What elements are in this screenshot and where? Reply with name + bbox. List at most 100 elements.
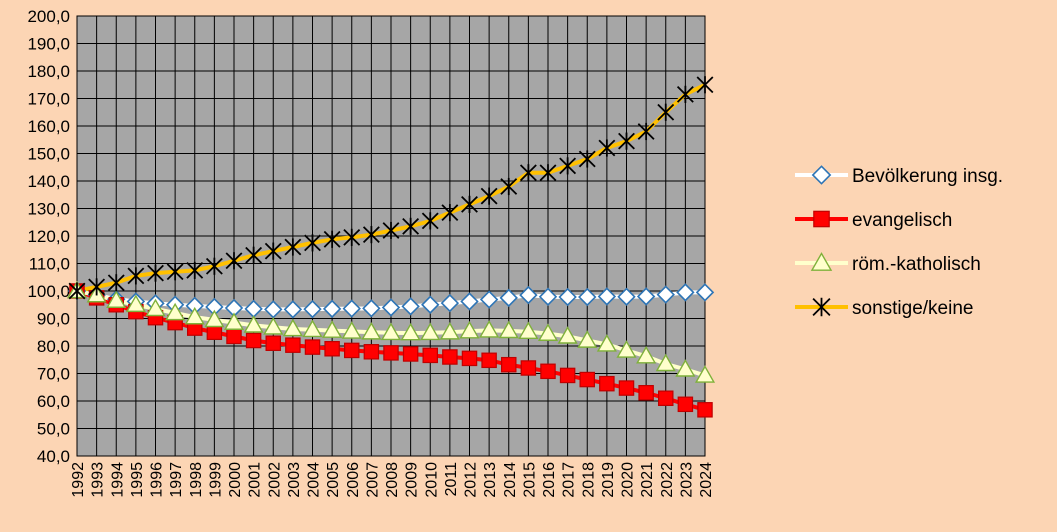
triangle-marker [557,326,578,344]
square-marker [206,324,223,341]
data-point [461,195,478,213]
legend-label: Bevölkerung insg. [852,166,1003,187]
data-point [204,309,225,328]
y-tick-label: 70,0 [37,365,70,384]
data-point [420,322,441,341]
data-point [637,122,655,141]
triangle-marker [518,321,539,340]
x-tick-label: 2011 [443,462,460,497]
x-tick-label: 2019 [600,462,617,498]
triangle-marker [243,315,264,333]
diamond-marker [597,287,617,306]
diamond-marker [401,297,420,316]
data-point [441,204,459,222]
x-tick-label: 1994 [109,462,126,498]
x-tick-label: 2006 [345,462,362,498]
triangle-marker [380,322,402,341]
data-point [304,234,321,252]
data-point [696,76,714,94]
square-marker [813,210,830,228]
x-tick-label: 2018 [580,462,597,498]
data-point [166,263,184,281]
data-point [302,319,323,338]
square-marker [304,339,321,355]
x-axis-tick-labels: 1992 1993 1994 1995 1996 1997 1998 1999 2000 2001… [70,462,715,498]
y-tick-label: 100,0 [27,282,70,301]
data-point [382,221,400,240]
legend: Bevölkerung insg. evangelisch röm.-katholi… [795,165,1003,319]
triangle-marker [596,334,617,352]
legend-item: röm.-katholisch [795,252,981,275]
y-tick-label: 50,0 [37,420,70,439]
triangle-marker [204,309,225,328]
data-point [694,365,716,383]
square-marker [520,360,537,376]
data-point [579,371,595,388]
x-tick-label: 2002 [266,462,283,498]
diamond-marker [676,283,695,302]
x-tick-label: 2001 [247,462,264,498]
square-marker [618,380,635,396]
triangle-marker [145,298,166,317]
diamond-marker [558,287,577,307]
data-point [402,346,419,362]
legend-item: sonstige/keine [795,297,973,319]
data-point [401,297,420,316]
y-tick-label: 160,0 [27,117,70,136]
data-point [538,287,558,306]
square-marker [383,345,399,361]
data-point [226,328,242,345]
data-point [810,252,833,271]
data-point [283,300,303,319]
data-point [400,322,421,341]
triangle-marker [420,322,441,341]
y-tick-label: 190,0 [27,35,70,54]
data-point [343,228,361,246]
data-point [88,278,106,296]
diamond-marker [283,300,303,319]
data-point [442,349,458,365]
diamond-marker [695,283,715,302]
x-tick-label: 2017 [561,462,578,498]
data-point [223,312,245,330]
x-tick-label: 2004 [306,462,323,498]
x-tick-label: 2008 [384,462,401,498]
square-marker [579,371,595,388]
data-point [539,164,557,182]
data-point [520,360,537,376]
data-point [304,339,321,355]
x-tick-label: 1996 [149,462,166,498]
diamond-marker [479,290,499,309]
square-marker [657,390,674,407]
x-tick-label: 2015 [521,462,538,498]
x-tick-label: 1993 [90,462,107,498]
data-point [558,287,577,307]
square-marker [285,337,301,353]
data-point [186,261,204,279]
data-point [322,320,343,338]
data-point [480,187,498,205]
data-point [813,210,830,228]
data-point [618,380,635,396]
legend-label: evangelisch [852,210,952,231]
data-point [638,385,654,401]
square-marker [442,349,458,365]
x-tick-label: 2009 [404,462,421,498]
data-point [460,292,479,311]
data-point [481,352,497,369]
square-marker [461,350,478,367]
square-marker [697,402,713,418]
square-marker [501,356,517,373]
square-marker [265,335,282,352]
diamond-marker [322,299,342,319]
x-tick-label: 2000 [227,462,244,498]
x-tick-label: 2023 [678,462,695,498]
triangle-marker [125,294,146,313]
data-point [459,320,480,339]
plot-border [76,15,706,457]
data-point [697,402,713,418]
triangle-marker [223,312,245,330]
triangle-marker [165,302,186,321]
square-marker [481,352,497,369]
data-point [245,332,262,349]
